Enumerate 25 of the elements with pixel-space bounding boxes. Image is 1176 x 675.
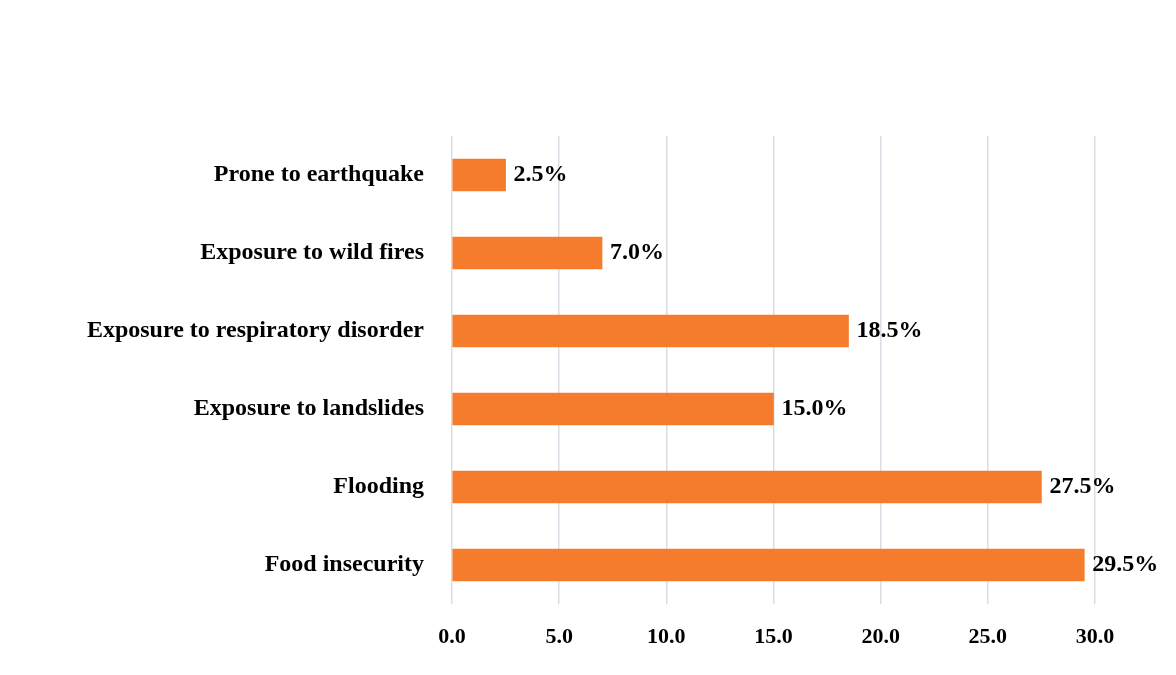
x-tick-label: 10.0 — [647, 622, 686, 648]
bar — [452, 470, 1042, 504]
bar — [452, 392, 774, 426]
bar — [452, 314, 849, 348]
bar — [452, 236, 603, 270]
x-tick-label: 15.0 — [754, 622, 793, 648]
y-tick-label: Prone to earthquake — [213, 160, 425, 187]
data-label: 29.5% — [1092, 550, 1159, 577]
bar — [452, 548, 1085, 582]
y-tick-label: Exposure to wild fires — [200, 238, 424, 265]
x-tick-label: 0.0 — [438, 622, 466, 648]
x-tick-label: 25.0 — [968, 622, 1008, 648]
data-label: 15.0% — [781, 394, 848, 421]
bar — [452, 158, 506, 192]
x-tick-label: 20.0 — [861, 622, 900, 648]
data-label: 18.5% — [856, 316, 923, 343]
data-label: 7.0% — [610, 238, 665, 265]
x-tick-label: 30.0 — [1075, 622, 1115, 648]
y-tick-label: Exposure to landslides — [193, 394, 424, 421]
y-tick-label: Flooding — [333, 472, 424, 499]
y-tick-label: Food insecurity — [264, 550, 424, 577]
x-tick-label: 5.0 — [545, 622, 573, 648]
y-tick-label: Exposure to respiratory disorder — [86, 316, 425, 343]
data-label: 2.5% — [513, 160, 568, 187]
data-label: 27.5% — [1049, 472, 1116, 499]
